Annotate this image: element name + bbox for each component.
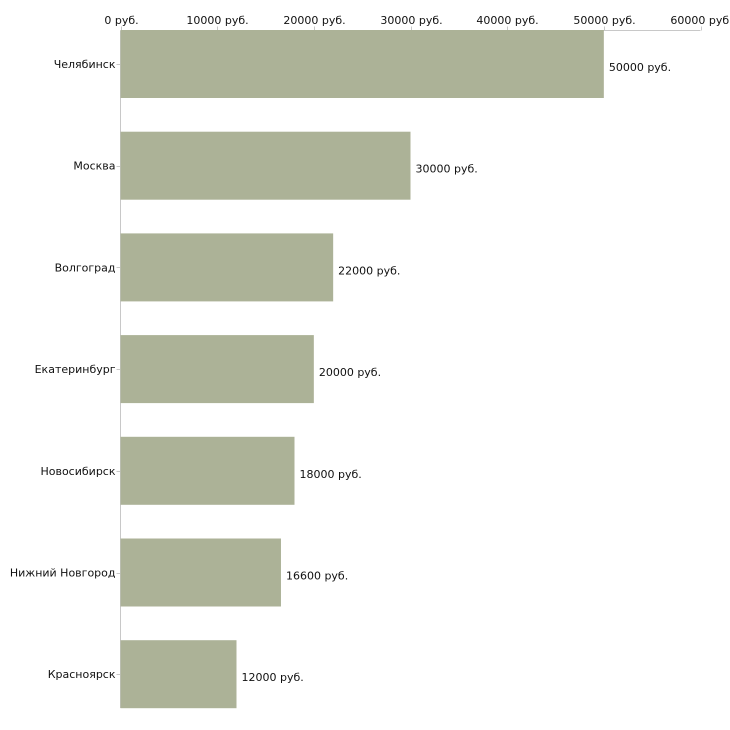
bar-7 [120, 640, 237, 709]
bar-5 [120, 436, 295, 505]
x-tick-label: 60000 руб. [670, 14, 730, 27]
data-label: 20000 руб. [319, 366, 381, 379]
x-tick-label: 30000 руб. [380, 14, 442, 27]
x-tick-label: 0 руб. [104, 14, 138, 27]
bar-3 [120, 233, 334, 302]
category-label: Екатеринбург [35, 363, 116, 376]
x-tick-label: 40000 руб. [476, 14, 538, 27]
data-label: 50000 руб. [609, 61, 671, 74]
labels-layer: 0 руб. 10000 руб. 20000 руб. 30000 руб. 4000… [10, 14, 730, 684]
data-label: 30000 руб. [416, 163, 478, 176]
bar-1 [120, 30, 604, 98]
data-label: 18000 руб. [300, 468, 362, 481]
category-label: Волгоград [55, 261, 116, 274]
data-label: 12000 руб. [242, 671, 304, 684]
data-label: 16600 руб. [286, 570, 348, 583]
category-label: Москва [73, 160, 115, 173]
x-tick-label: 10000 руб. [186, 14, 248, 27]
x-tick-label: 50000 руб. [573, 14, 635, 27]
category-label: Нижний Новгород [10, 567, 116, 580]
bars-layer [120, 30, 604, 709]
category-label: Челябинск [54, 58, 116, 71]
x-tick-label: 20000 руб. [283, 14, 345, 27]
bar-2 [120, 131, 411, 200]
data-label: 22000 руб. [338, 264, 400, 277]
bar-6 [120, 538, 281, 607]
bar-4 [120, 335, 314, 404]
category-label: Новосибирск [40, 465, 115, 478]
category-label: Красноярск [48, 668, 116, 681]
